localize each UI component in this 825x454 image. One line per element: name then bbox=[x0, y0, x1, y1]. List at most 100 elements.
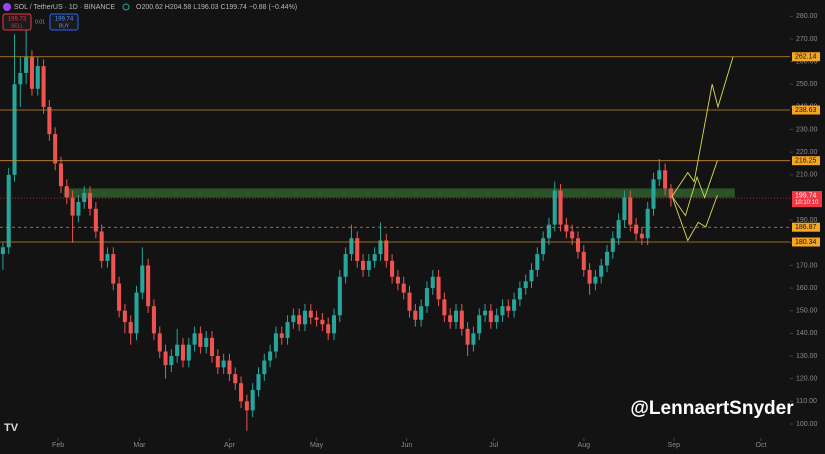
candle-body bbox=[256, 374, 261, 390]
y-tick-label: 150.00 bbox=[796, 308, 818, 315]
level-label: 216.25 bbox=[795, 158, 817, 165]
level-label-box bbox=[792, 222, 820, 232]
candle-body bbox=[244, 401, 249, 411]
candle-body bbox=[308, 310, 313, 318]
y-tick-label: 260.00 bbox=[796, 58, 818, 65]
candle-body bbox=[512, 299, 517, 311]
candle-body bbox=[331, 315, 337, 334]
candle-body bbox=[157, 333, 162, 352]
candle-body bbox=[657, 170, 662, 180]
candle-body bbox=[378, 240, 383, 255]
candle-body bbox=[523, 281, 528, 289]
buy-price: 199.74 bbox=[55, 17, 74, 23]
candle-body bbox=[552, 190, 557, 225]
candle-body bbox=[628, 197, 633, 225]
sell-label: SELL bbox=[11, 23, 23, 29]
x-tick-label: Aug bbox=[578, 442, 591, 449]
y-tick-label: 110.00 bbox=[796, 398, 817, 405]
candle-body bbox=[587, 269, 592, 284]
candle-body bbox=[268, 351, 273, 361]
y-tick-label: 160.00 bbox=[796, 285, 818, 292]
candle-body bbox=[413, 310, 418, 320]
candle-body bbox=[395, 276, 400, 284]
candle-body bbox=[53, 134, 58, 164]
buy-button[interactable] bbox=[49, 13, 79, 31]
x-tick-label: Mar bbox=[133, 442, 146, 449]
projection-path bbox=[671, 56, 734, 197]
candle-body bbox=[122, 310, 127, 323]
candle-body bbox=[279, 333, 284, 338]
candle-body bbox=[361, 260, 366, 270]
candle-body bbox=[215, 356, 220, 368]
candle-body bbox=[175, 344, 180, 357]
candle-body bbox=[262, 360, 267, 375]
y-tick-label: 120.00 bbox=[796, 376, 818, 383]
candle-body bbox=[163, 351, 168, 366]
candle-body bbox=[320, 319, 325, 325]
candle-body bbox=[146, 265, 151, 307]
candle-body bbox=[424, 288, 429, 307]
candle-body bbox=[401, 283, 406, 293]
candle-body bbox=[645, 208, 650, 239]
candle-body bbox=[70, 197, 75, 216]
candle-body bbox=[575, 238, 581, 252]
level-label: 238.63 bbox=[795, 107, 817, 114]
x-tick-label: Jun bbox=[401, 442, 412, 449]
candle-body bbox=[541, 238, 546, 255]
candle-body bbox=[436, 276, 441, 300]
y-tick-label: 190.00 bbox=[796, 217, 818, 224]
candle-body bbox=[506, 306, 511, 311]
candle-body bbox=[128, 322, 133, 334]
candle-body bbox=[64, 186, 69, 198]
candle-body bbox=[186, 344, 191, 361]
candle-body bbox=[570, 231, 575, 239]
y-tick-label: 130.00 bbox=[796, 353, 818, 360]
candle-body bbox=[529, 269, 534, 282]
candle-body bbox=[494, 315, 499, 323]
candle-body bbox=[610, 238, 615, 252]
candle-body bbox=[297, 315, 302, 325]
x-tick-label: May bbox=[310, 442, 324, 449]
candle-body bbox=[35, 66, 40, 89]
tv-logo: TV bbox=[4, 422, 19, 434]
candle-body bbox=[668, 188, 673, 199]
projection-path bbox=[671, 195, 718, 242]
candle-body bbox=[500, 306, 505, 316]
candle-body bbox=[337, 276, 342, 316]
candle-body bbox=[47, 106, 52, 135]
candle-body bbox=[250, 389, 255, 411]
candle-body bbox=[453, 310, 459, 323]
candle-body bbox=[117, 283, 122, 311]
candle-body bbox=[604, 251, 610, 266]
sell-button[interactable] bbox=[2, 13, 32, 31]
candle-body bbox=[343, 254, 348, 277]
plot-area: 100.00 110.00 120.00 130.00 140.00 150.00 160.… bbox=[0, 13, 822, 449]
y-tick-label: 230.00 bbox=[796, 126, 818, 133]
x-tick-label: Oct bbox=[756, 442, 767, 449]
ohlc-readout: O200.62 H204.58 L196.03 C199.74 −0.88 (−… bbox=[136, 4, 297, 11]
y-tick-label: 170.00 bbox=[796, 262, 818, 269]
y-tick-label: 140.00 bbox=[796, 330, 818, 337]
candle-body bbox=[82, 192, 87, 203]
x-tick-label: Sep bbox=[668, 442, 681, 449]
candle-body bbox=[198, 333, 203, 347]
candle-body bbox=[477, 315, 482, 334]
candle-body bbox=[111, 254, 116, 284]
candle-body bbox=[326, 324, 331, 334]
candle-body bbox=[349, 238, 354, 255]
candle-body bbox=[273, 333, 278, 352]
candle-body bbox=[634, 224, 639, 234]
candle-body bbox=[663, 170, 668, 189]
candle-body bbox=[204, 337, 209, 347]
candle-body bbox=[483, 310, 488, 316]
candle-body bbox=[558, 190, 563, 225]
candle-body bbox=[0, 247, 5, 255]
level-label-box bbox=[792, 52, 820, 62]
candle-body bbox=[366, 260, 371, 270]
y-tick-label: 220.00 bbox=[796, 149, 818, 156]
candle-body bbox=[419, 306, 424, 320]
current-price-label: 199.74 bbox=[795, 192, 817, 199]
candle-body bbox=[430, 276, 435, 289]
